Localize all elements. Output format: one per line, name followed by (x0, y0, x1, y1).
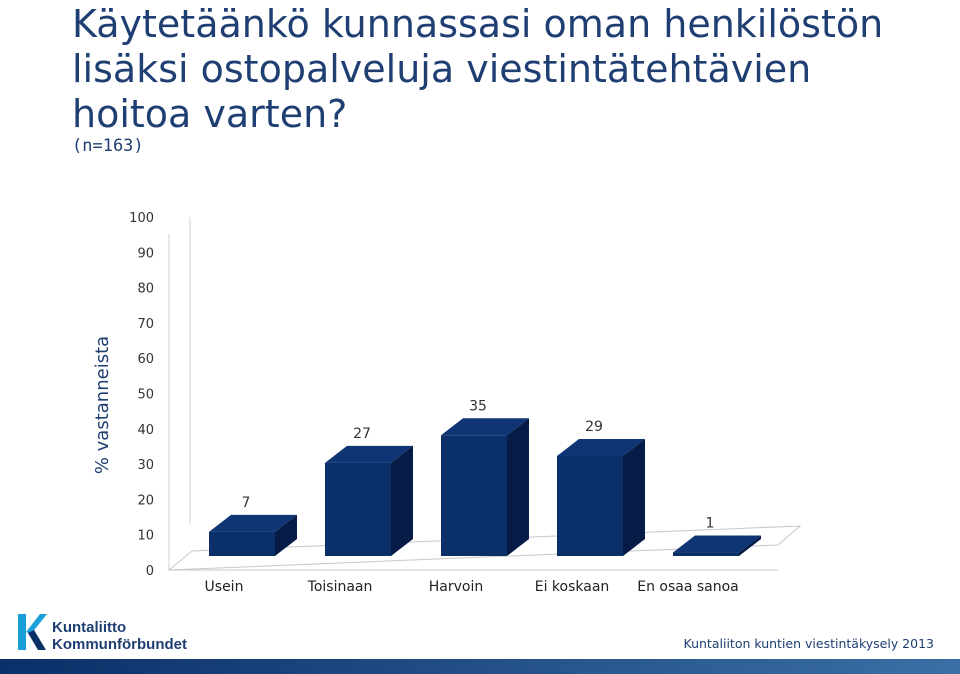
bar-top-face (209, 514, 297, 532)
logo-line-1: Kuntaliitto (52, 619, 126, 636)
bar-4 (557, 438, 645, 556)
y-tick-label: 20 (137, 493, 154, 508)
bar-3 (441, 418, 529, 556)
bar-2 (325, 445, 413, 556)
bar-top-face (325, 445, 413, 463)
slide-title: Käytetäänkö kunnassasi oman henkilöstön … (72, 2, 884, 136)
kuntaliitto-logo: Kuntaliitto Kommunförbundet (18, 614, 187, 653)
footer-source: Kuntaliiton kuntien viestintäkysely 2013 (683, 636, 934, 651)
category-labels-layer: Usein Toisinaan Harvoin Ei koskaan En osaa s… (205, 579, 739, 595)
y-tick-label: 80 (137, 282, 154, 297)
bar-5 (673, 535, 761, 556)
data-label: 29 (585, 419, 603, 435)
bar-side-face (739, 535, 761, 556)
x-category-label: Toisinaan (307, 579, 373, 595)
bar-top-face (557, 438, 645, 456)
bar-front-face (209, 531, 275, 556)
bar-front-face (441, 435, 507, 556)
bar-front-face (557, 455, 623, 556)
y-tick-label: 60 (137, 352, 154, 367)
logo-line-2: Kommunförbundet (52, 636, 187, 653)
data-label: 1 (706, 516, 715, 532)
y-tick-label: 10 (137, 529, 154, 544)
data-label: 27 (353, 426, 371, 442)
y-tick-label: 40 (137, 423, 154, 438)
bar-top-face (441, 418, 529, 436)
x-category-label: Usein (205, 579, 244, 595)
bars-layer (209, 418, 761, 556)
y-tick-label: 30 (137, 458, 154, 473)
x-category-label: En osaa sanoa (637, 579, 739, 595)
footer-bar (0, 659, 960, 674)
y-tick-label: 0 (146, 564, 154, 579)
y-tick-label: 100 (129, 211, 154, 226)
y-tick-label: 90 (137, 246, 154, 261)
k-mark-logo-icon (18, 614, 47, 650)
y-tick-label: 70 (137, 317, 154, 332)
data-labels-layer: 7 27 35 29 1 (242, 398, 715, 531)
y-tick-label: 50 (137, 388, 154, 403)
bar-side-face (275, 514, 297, 556)
bar-side-face (623, 438, 645, 556)
slide-subtitle: (n=163) (72, 136, 144, 156)
bar-top-face (673, 535, 761, 553)
bar-front-face (325, 462, 391, 556)
data-label: 35 (469, 398, 487, 414)
bar-chart: % vastanneista 0 10 20 30 40 50 60 70 80 90 100 7 2… (92, 211, 802, 595)
bar-side-face (391, 445, 413, 556)
axis-layer: 0 10 20 30 40 50 60 70 80 90 100 (129, 211, 191, 579)
data-label: 7 (242, 495, 251, 511)
x-category-label: Ei koskaan (535, 579, 610, 595)
bar-side-face (507, 418, 529, 556)
bar-front-face (673, 552, 739, 556)
y-axis-label: % vastanneista (92, 336, 113, 474)
x-category-label: Harvoin (429, 579, 483, 595)
bar-1 (209, 514, 297, 556)
